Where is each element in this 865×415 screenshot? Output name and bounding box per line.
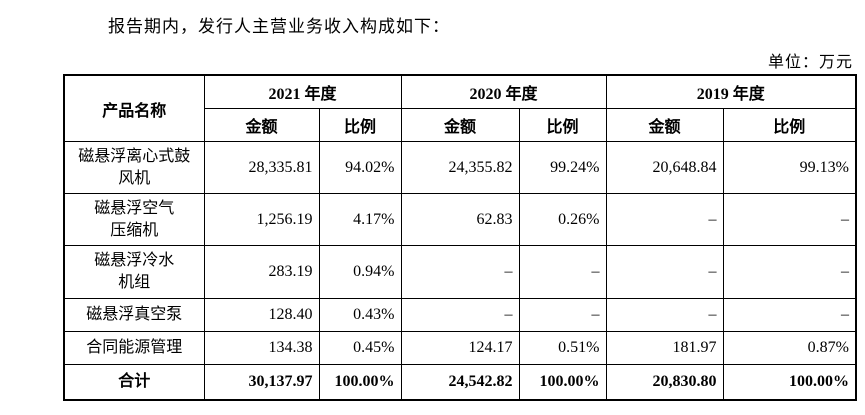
ratio-cell: 100.00% <box>722 363 857 401</box>
table-row: 磁悬浮空气 压缩机 1,256.19 4.17% 62.83 0.26% – – <box>63 193 857 247</box>
ratio-cell: 0.26% <box>518 193 607 247</box>
header-row-years: 产品名称 2021 年度 2020 年度 2019 年度 <box>63 74 857 142</box>
ratio-cell: 100.00% <box>518 363 607 401</box>
table-row: 磁悬浮真空泵 128.40 0.43% – – – – <box>63 297 857 332</box>
amount-cell: 181.97 <box>605 330 724 365</box>
ratio-cell: 0.51% <box>518 330 607 365</box>
amount-cell: 1,256.19 <box>203 193 320 247</box>
amount-cell: 134.38 <box>203 330 320 365</box>
amount-cell: 283.19 <box>203 245 320 299</box>
amount-cell: 24,542.82 <box>400 363 520 401</box>
ratio-cell: – <box>518 245 607 299</box>
header-year-2021: 2021 年度 <box>203 74 402 109</box>
amount-cell: 62.83 <box>400 193 520 247</box>
revenue-table-container: 产品名称 2021 年度 2020 年度 2019 年度 金额 比例 金额 比例… <box>63 74 857 402</box>
amount-cell: 20,648.84 <box>605 140 724 195</box>
revenue-table: 产品名称 2021 年度 2020 年度 2019 年度 金额 比例 金额 比例… <box>63 74 857 402</box>
amount-cell: – <box>605 193 724 247</box>
product-name-cell: 磁悬浮冷水 机组 <box>63 245 205 299</box>
header-row-metrics: 金额 比例 金额 比例 金额 比例 <box>64 108 857 142</box>
amount-cell: 128.40 <box>203 297 320 332</box>
header-amount-2021: 金额 <box>203 108 320 142</box>
amount-cell: 124.17 <box>400 330 520 365</box>
header-amount-2019: 金额 <box>605 108 724 142</box>
amount-cell: 30,137.97 <box>203 363 320 401</box>
header-product-name: 产品名称 <box>63 74 205 142</box>
table-row: 磁悬浮离心式鼓 风机 28,335.81 94.02% 24,355.82 99… <box>63 140 857 195</box>
ratio-cell: – <box>722 193 857 247</box>
amount-cell: 24,355.82 <box>400 140 520 195</box>
intro-text: 报告期内，发行人主营业务收入构成如下： <box>108 17 450 36</box>
header-ratio-2020: 比例 <box>518 108 607 142</box>
ratio-cell: – <box>518 297 607 332</box>
ratio-cell: 94.02% <box>318 140 402 195</box>
ratio-cell: 0.45% <box>318 330 402 365</box>
header-year-2019: 2019 年度 <box>605 74 857 109</box>
total-label: 合计 <box>63 363 205 401</box>
table-row: 合同能源管理 134.38 0.45% 124.17 0.51% 181.97 … <box>63 330 857 365</box>
ratio-cell: – <box>722 245 857 299</box>
product-name-cell: 磁悬浮真空泵 <box>63 297 205 332</box>
ratio-cell: – <box>722 297 857 332</box>
ratio-cell: 0.87% <box>722 330 857 365</box>
header-ratio-2019: 比例 <box>722 108 857 142</box>
amount-cell: 20,830.80 <box>605 363 724 401</box>
ratio-cell: 4.17% <box>318 193 402 247</box>
ratio-cell: 99.13% <box>722 140 857 195</box>
unit-label: 单位：万元 <box>767 54 853 71</box>
product-name-cell: 磁悬浮离心式鼓 风机 <box>63 140 205 195</box>
amount-cell: – <box>605 245 724 299</box>
ratio-cell: 99.24% <box>518 140 607 195</box>
ratio-cell: 100.00% <box>318 363 402 401</box>
header-ratio-2021: 比例 <box>318 108 402 142</box>
amount-cell: – <box>400 245 520 299</box>
amount-cell: – <box>400 297 520 332</box>
header-amount-2020: 金额 <box>400 108 520 142</box>
total-row: 合计 30,137.97 100.00% 24,542.82 100.00% 2… <box>63 363 857 401</box>
product-name-cell: 磁悬浮空气 压缩机 <box>63 193 205 247</box>
ratio-cell: 0.94% <box>318 245 402 299</box>
product-name-cell: 合同能源管理 <box>63 330 205 365</box>
table-row: 磁悬浮冷水 机组 283.19 0.94% – – – – <box>63 245 857 299</box>
amount-cell: 28,335.81 <box>203 140 320 195</box>
amount-cell: – <box>605 297 724 332</box>
header-year-2020: 2020 年度 <box>400 74 607 109</box>
ratio-cell: 0.43% <box>318 297 402 332</box>
